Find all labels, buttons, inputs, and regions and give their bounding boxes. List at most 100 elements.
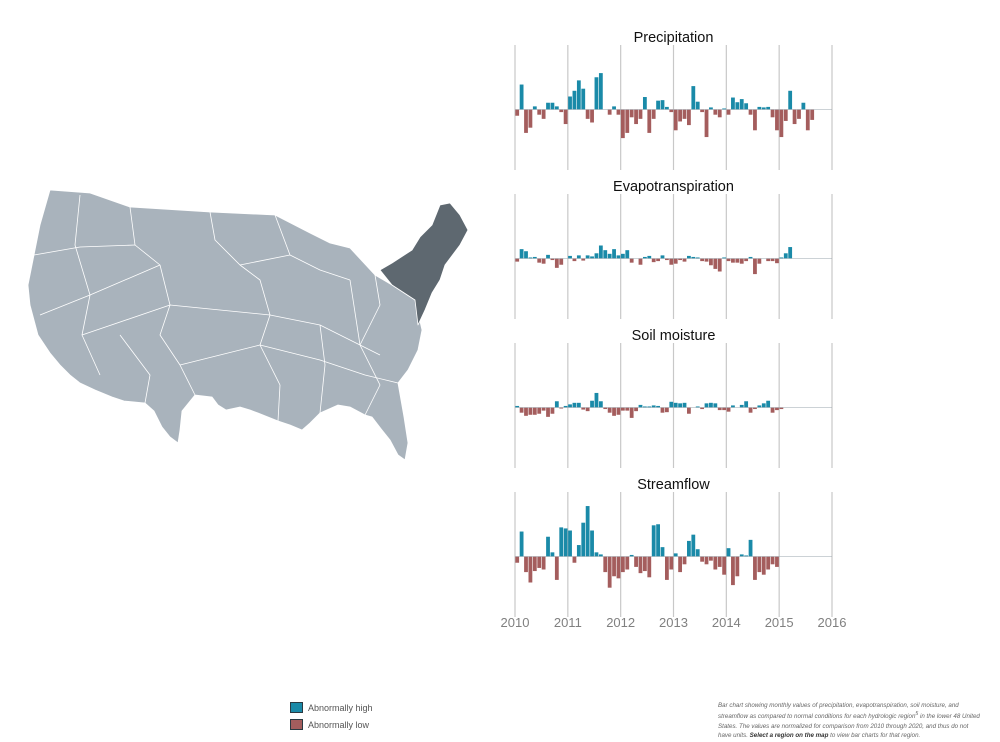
data-bar <box>651 525 656 557</box>
data-bar <box>642 256 647 259</box>
data-bar <box>554 106 559 110</box>
data-bar <box>532 256 537 259</box>
data-bar <box>546 254 550 259</box>
data-bar <box>554 401 559 408</box>
caption-text-2: in the lower 48 United States. The value… <box>718 713 980 740</box>
data-bar <box>726 258 731 262</box>
data-bar <box>678 403 683 408</box>
data-bar <box>532 407 537 415</box>
data-bar <box>656 258 660 262</box>
data-bar <box>735 258 740 263</box>
data-bar <box>739 404 744 408</box>
data-bar <box>673 258 678 264</box>
data-bar <box>726 109 731 115</box>
data-bar <box>775 407 779 411</box>
data-bar <box>532 556 537 572</box>
data-bar <box>678 109 683 122</box>
data-bar <box>753 556 757 580</box>
data-bar <box>748 539 753 557</box>
data-bar <box>779 257 784 259</box>
data-bar <box>541 407 546 411</box>
data-bar <box>744 103 749 110</box>
data-bar <box>673 109 678 131</box>
data-bar <box>585 109 590 119</box>
data-bar <box>744 555 749 557</box>
data-bar <box>717 258 722 272</box>
x-tick-label: 2014 <box>712 615 741 630</box>
hydrologic-bar-charts: Precipitation Evapotranspiration Soil mois… <box>501 30 847 630</box>
data-bar <box>748 407 753 413</box>
data-bar <box>598 245 603 259</box>
data-bar <box>519 531 524 557</box>
data-bar <box>656 405 660 408</box>
data-bar <box>590 256 594 259</box>
data-bar <box>664 556 669 580</box>
data-bar <box>647 406 652 408</box>
data-bar <box>735 556 740 577</box>
data-bar <box>603 407 608 410</box>
data-bar <box>651 258 656 263</box>
data-bar <box>682 402 687 408</box>
data-bar <box>726 407 731 412</box>
data-bar <box>687 407 691 414</box>
data-bar <box>700 407 705 410</box>
data-bar <box>572 258 577 262</box>
data-bar <box>594 77 599 110</box>
data-bar <box>770 258 775 262</box>
data-bar <box>559 258 564 265</box>
data-bar <box>761 107 766 110</box>
data-bar <box>783 109 788 121</box>
chart-caption: Bar chart showing monthly values of prec… <box>718 701 980 741</box>
caption-select-region-link[interactable]: Select a region on the map <box>749 732 829 740</box>
data-bar <box>647 255 652 259</box>
data-bar <box>651 405 656 408</box>
legend-low: Abnormally low <box>290 717 373 732</box>
data-bar <box>581 88 586 110</box>
data-bar <box>519 84 524 110</box>
caption-text-3: to view bar charts for that region. <box>828 732 921 740</box>
data-bar <box>709 107 713 110</box>
data-bar <box>559 527 564 557</box>
map-region-west[interactable] <box>27 189 423 461</box>
data-bar <box>748 256 753 259</box>
data-bar <box>642 556 647 572</box>
data-bar <box>519 407 524 413</box>
data-bar <box>695 101 700 110</box>
data-bar <box>537 258 542 263</box>
data-bar <box>576 255 581 259</box>
data-bar <box>770 407 775 413</box>
data-bar <box>524 109 528 133</box>
caption-text: Bar chart showing monthly values of prec… <box>718 702 959 721</box>
chart-title: Soil moisture <box>632 328 716 344</box>
map-region-northeast-selected[interactable] <box>379 202 469 326</box>
data-bar <box>660 255 665 259</box>
data-bar <box>664 407 669 413</box>
data-bar <box>788 90 793 110</box>
data-bar <box>660 547 665 557</box>
us-hydrologic-region-map[interactable] <box>20 185 480 475</box>
data-bar <box>629 258 634 263</box>
data-bar <box>669 258 674 265</box>
data-bar <box>537 109 542 115</box>
data-bar <box>572 556 577 563</box>
data-bar <box>620 407 625 411</box>
x-tick-label: 2015 <box>765 615 794 630</box>
data-bar <box>722 407 727 411</box>
data-bar <box>775 258 779 264</box>
data-bar <box>541 258 546 264</box>
data-bar <box>638 258 643 265</box>
data-bar <box>594 392 599 408</box>
data-bar <box>590 530 594 557</box>
data-bar <box>524 251 528 259</box>
data-bar <box>568 255 572 259</box>
data-bar <box>528 407 533 415</box>
data-bar <box>669 109 674 113</box>
data-bar <box>590 109 594 123</box>
data-bar <box>695 257 700 259</box>
chart-panel-soil-moisture: Soil moisture <box>514 328 833 468</box>
data-bar <box>748 109 753 115</box>
data-bar <box>709 258 713 266</box>
data-bar <box>691 256 696 259</box>
data-bar <box>717 109 722 118</box>
data-bar <box>568 96 572 110</box>
